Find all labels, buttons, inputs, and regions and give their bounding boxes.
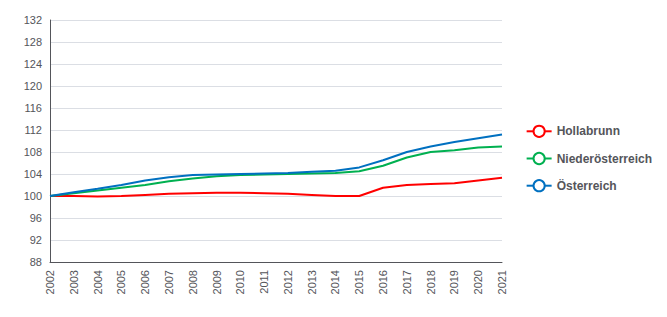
- svg-text:2020: 2020: [472, 270, 484, 294]
- svg-text:120: 120: [24, 80, 42, 92]
- svg-text:2015: 2015: [353, 270, 365, 294]
- svg-text:2018: 2018: [425, 270, 437, 294]
- svg-text:2007: 2007: [163, 270, 175, 294]
- svg-text:96: 96: [30, 212, 42, 224]
- svg-text:112: 112: [24, 124, 42, 136]
- svg-text:104: 104: [24, 168, 42, 180]
- svg-text:92: 92: [30, 234, 42, 246]
- svg-text:108: 108: [24, 146, 42, 158]
- svg-text:2021: 2021: [496, 270, 508, 294]
- svg-text:2019: 2019: [448, 270, 460, 294]
- svg-text:2002: 2002: [44, 270, 56, 294]
- svg-text:128: 128: [24, 36, 42, 48]
- svg-text:132: 132: [24, 14, 42, 26]
- svg-text:2017: 2017: [401, 270, 413, 294]
- svg-text:124: 124: [24, 58, 42, 70]
- svg-text:2011: 2011: [258, 270, 270, 294]
- svg-text:2008: 2008: [187, 270, 199, 294]
- svg-text:2010: 2010: [234, 270, 246, 294]
- svg-text:100: 100: [24, 190, 42, 202]
- svg-text:116: 116: [24, 102, 42, 114]
- svg-text:2012: 2012: [282, 270, 294, 294]
- svg-text:2006: 2006: [139, 270, 151, 294]
- svg-text:Hollabrunn: Hollabrunn: [557, 124, 620, 138]
- svg-text:88: 88: [30, 256, 42, 268]
- svg-text:2005: 2005: [115, 270, 127, 294]
- svg-text:Österreich: Österreich: [557, 178, 617, 193]
- svg-text:2003: 2003: [68, 270, 80, 294]
- svg-text:2013: 2013: [306, 270, 318, 294]
- svg-text:2016: 2016: [377, 270, 389, 294]
- svg-text:Niederösterreich: Niederösterreich: [557, 152, 652, 166]
- svg-text:2014: 2014: [329, 270, 341, 294]
- svg-text:2004: 2004: [92, 270, 104, 294]
- svg-text:2009: 2009: [211, 270, 223, 294]
